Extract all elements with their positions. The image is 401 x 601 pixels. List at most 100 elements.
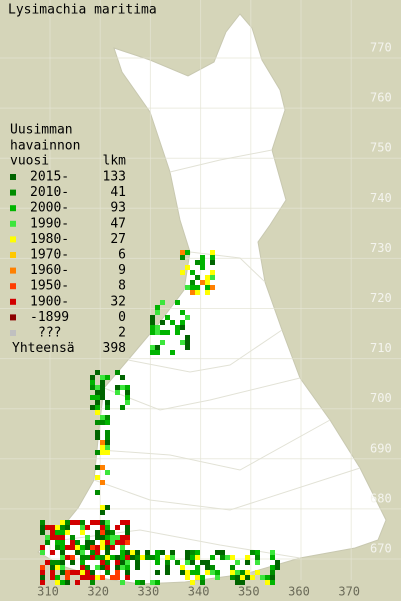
observation-square bbox=[80, 555, 85, 560]
legend-count: 9 bbox=[118, 263, 126, 278]
observation-square bbox=[80, 545, 85, 550]
observation-square bbox=[240, 575, 245, 580]
observation-square bbox=[90, 555, 95, 560]
observation-square bbox=[200, 265, 205, 270]
observation-square bbox=[135, 565, 140, 570]
observation-square bbox=[160, 340, 165, 345]
observation-square bbox=[40, 570, 45, 575]
observation-square bbox=[120, 535, 125, 540]
observation-square bbox=[45, 525, 50, 530]
observation-square bbox=[80, 525, 85, 530]
observation-square bbox=[105, 430, 110, 435]
observation-square bbox=[100, 465, 105, 470]
observation-square bbox=[205, 560, 210, 565]
observation-square bbox=[180, 320, 185, 325]
observation-square bbox=[85, 535, 90, 540]
observation-square bbox=[95, 475, 100, 480]
observation-square bbox=[55, 565, 60, 570]
observation-square bbox=[130, 550, 135, 555]
observation-square bbox=[140, 580, 145, 585]
observation-square bbox=[100, 525, 105, 530]
observation-square bbox=[55, 530, 60, 535]
observation-square bbox=[180, 270, 185, 275]
observation-square bbox=[60, 540, 65, 545]
observation-square bbox=[60, 545, 65, 550]
observation-square bbox=[125, 385, 130, 390]
observation-square bbox=[200, 260, 205, 265]
observation-square bbox=[205, 570, 210, 575]
observation-square bbox=[75, 520, 80, 525]
observation-square bbox=[90, 395, 95, 400]
observation-square bbox=[95, 390, 100, 395]
observation-square bbox=[235, 575, 240, 580]
northing-label: 740 bbox=[370, 191, 392, 205]
legend-swatch bbox=[10, 189, 16, 196]
legend-swatch bbox=[10, 283, 16, 290]
observation-square bbox=[210, 565, 215, 570]
observation-square bbox=[110, 540, 115, 545]
observation-square bbox=[100, 535, 105, 540]
observation-square bbox=[185, 250, 190, 255]
observation-square bbox=[70, 520, 75, 525]
observation-square bbox=[65, 530, 70, 535]
observation-square bbox=[55, 560, 60, 565]
observation-square bbox=[265, 575, 270, 580]
observation-square bbox=[195, 275, 200, 280]
observation-square bbox=[95, 565, 100, 570]
observation-square bbox=[105, 570, 110, 575]
observation-square bbox=[115, 570, 120, 575]
legend-label: 1990- bbox=[30, 216, 69, 231]
observation-square bbox=[75, 550, 80, 555]
observation-square bbox=[40, 565, 45, 570]
observation-square bbox=[65, 570, 70, 575]
observation-square bbox=[150, 330, 155, 335]
observation-square bbox=[115, 385, 120, 390]
observation-square bbox=[185, 315, 190, 320]
observation-square bbox=[200, 560, 205, 565]
observation-square bbox=[240, 580, 245, 585]
legend-count: 8 bbox=[118, 279, 126, 294]
observation-square bbox=[210, 270, 215, 275]
observation-square bbox=[55, 525, 60, 530]
observation-square bbox=[105, 420, 110, 425]
observation-square bbox=[40, 520, 45, 525]
observation-square bbox=[95, 530, 100, 535]
observation-square bbox=[135, 555, 140, 560]
northing-label: 700 bbox=[370, 391, 392, 405]
observation-square bbox=[90, 375, 95, 380]
observation-square bbox=[190, 550, 195, 555]
observation-square bbox=[50, 565, 55, 570]
observation-square bbox=[80, 560, 85, 565]
observation-square bbox=[235, 560, 240, 565]
legend-swatch bbox=[10, 205, 16, 212]
observation-square bbox=[145, 555, 150, 560]
observation-square bbox=[190, 270, 195, 275]
observation-square bbox=[130, 555, 135, 560]
observations bbox=[40, 250, 280, 585]
legend-count: 2 bbox=[118, 326, 126, 341]
easting-label: 330 bbox=[138, 585, 160, 599]
observation-square bbox=[195, 555, 200, 560]
observation-square bbox=[155, 345, 160, 350]
observation-square bbox=[175, 560, 180, 565]
observation-square bbox=[105, 555, 110, 560]
observation-square bbox=[95, 385, 100, 390]
observation-square bbox=[210, 285, 215, 290]
observation-square bbox=[185, 550, 190, 555]
observation-square bbox=[50, 575, 55, 580]
observation-square bbox=[200, 575, 205, 580]
observation-square bbox=[60, 565, 65, 570]
observation-square bbox=[155, 550, 160, 555]
observation-square bbox=[105, 405, 110, 410]
observation-square bbox=[70, 555, 75, 560]
observation-square bbox=[90, 520, 95, 525]
legend-label: 1950- bbox=[30, 279, 69, 294]
legend-label: 2015- bbox=[30, 170, 69, 185]
observation-square bbox=[155, 580, 160, 585]
observation-square bbox=[120, 385, 125, 390]
observation-square bbox=[255, 550, 260, 555]
easting-label: 340 bbox=[188, 585, 210, 599]
legend-label: 1900- bbox=[30, 294, 69, 309]
observation-square bbox=[80, 520, 85, 525]
observation-square bbox=[190, 290, 195, 295]
